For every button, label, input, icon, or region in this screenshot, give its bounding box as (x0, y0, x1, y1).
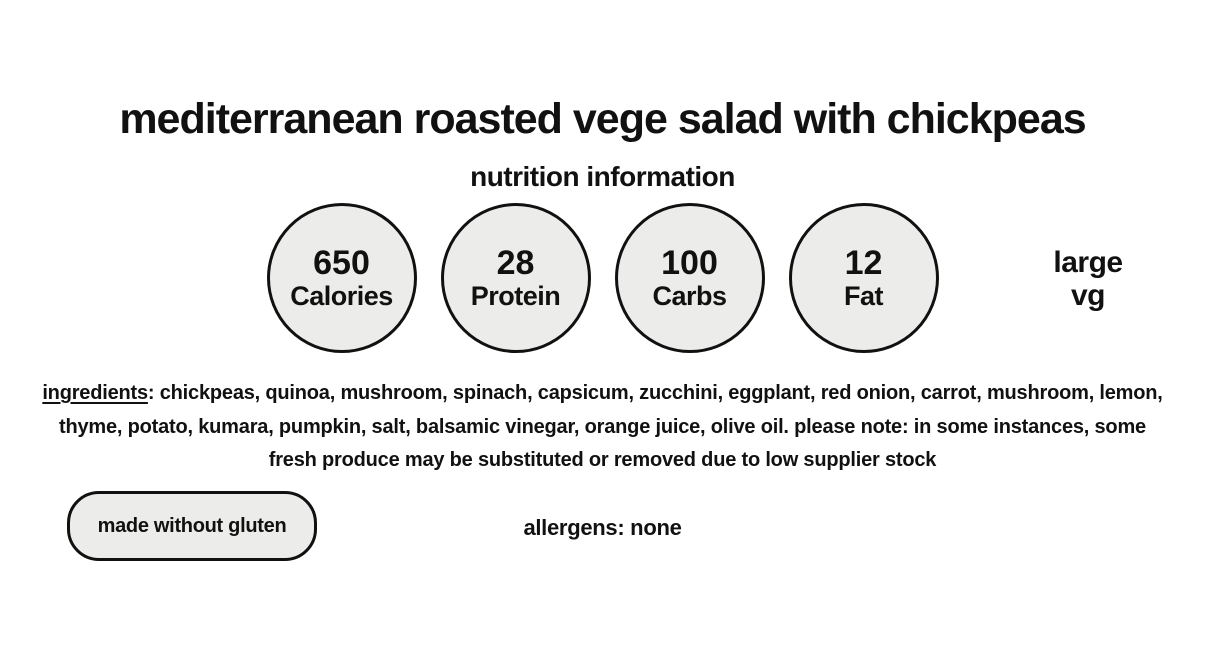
diet-code-text: vg (1070, 279, 1106, 312)
calories-label: Calories (290, 281, 393, 311)
nutrition-subtitle: nutrition information (470, 161, 735, 192)
fat-label: Fat (844, 281, 884, 311)
ingredients-heading: ingredients (42, 382, 148, 404)
carbs-value: 100 (661, 244, 718, 282)
protein-circle: 28 Protein (440, 203, 591, 353)
fat-value: 12 (844, 244, 883, 282)
gluten-free-badge-label: made without gluten (97, 514, 287, 537)
serving-size-label: large vg (1033, 246, 1143, 312)
gluten-free-badge: made without gluten (67, 491, 317, 561)
ingredients-text: : chickpeas, quinoa, mushroom, spinach, … (59, 382, 1163, 471)
allergens-text: allergens: none (523, 515, 682, 540)
ingredients-paragraph: ingredients: chickpeas, quinoa, mushroom… (40, 377, 1165, 478)
page-title: mediterranean roasted vege salad with ch… (119, 95, 1086, 143)
carbs-label: Carbs (652, 281, 727, 311)
fat-circle: 12 Fat (788, 203, 939, 353)
protein-value: 28 (496, 244, 535, 282)
calories-value: 650 (313, 244, 370, 282)
carbs-circle: 100 Carbs (614, 203, 765, 353)
size-text: large (1053, 246, 1123, 279)
nutrition-circles-row: 650 Calories 28 Protein 100 Carbs 12 Fat (0, 203, 1205, 353)
protein-label: Protein (470, 281, 561, 311)
calories-circle: 650 Calories (266, 203, 417, 353)
